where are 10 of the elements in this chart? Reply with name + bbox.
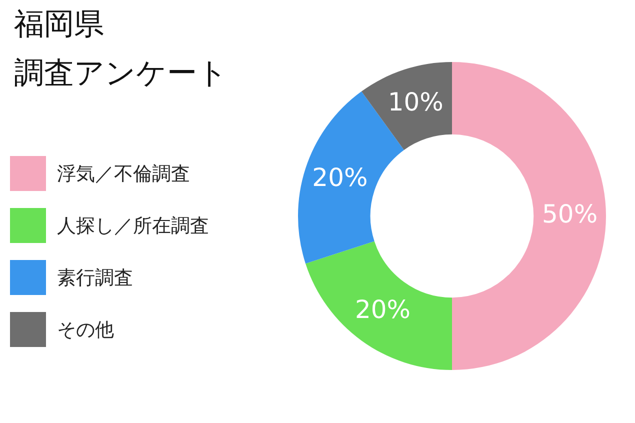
data-label: 50% — [542, 200, 598, 228]
legend-label: 人探し／所在調査 — [57, 214, 209, 238]
chart-subtitle: 調査アンケート — [14, 56, 228, 92]
legend-label: 浮気／不倫調査 — [57, 162, 190, 186]
data-label: 10% — [388, 87, 444, 116]
data-label: 20% — [312, 163, 368, 192]
legend-label: その他 — [57, 318, 114, 342]
data-label: 20% — [354, 294, 411, 324]
legend-label: 素行調査 — [57, 266, 133, 290]
chart-title: 福岡県 — [14, 7, 104, 43]
